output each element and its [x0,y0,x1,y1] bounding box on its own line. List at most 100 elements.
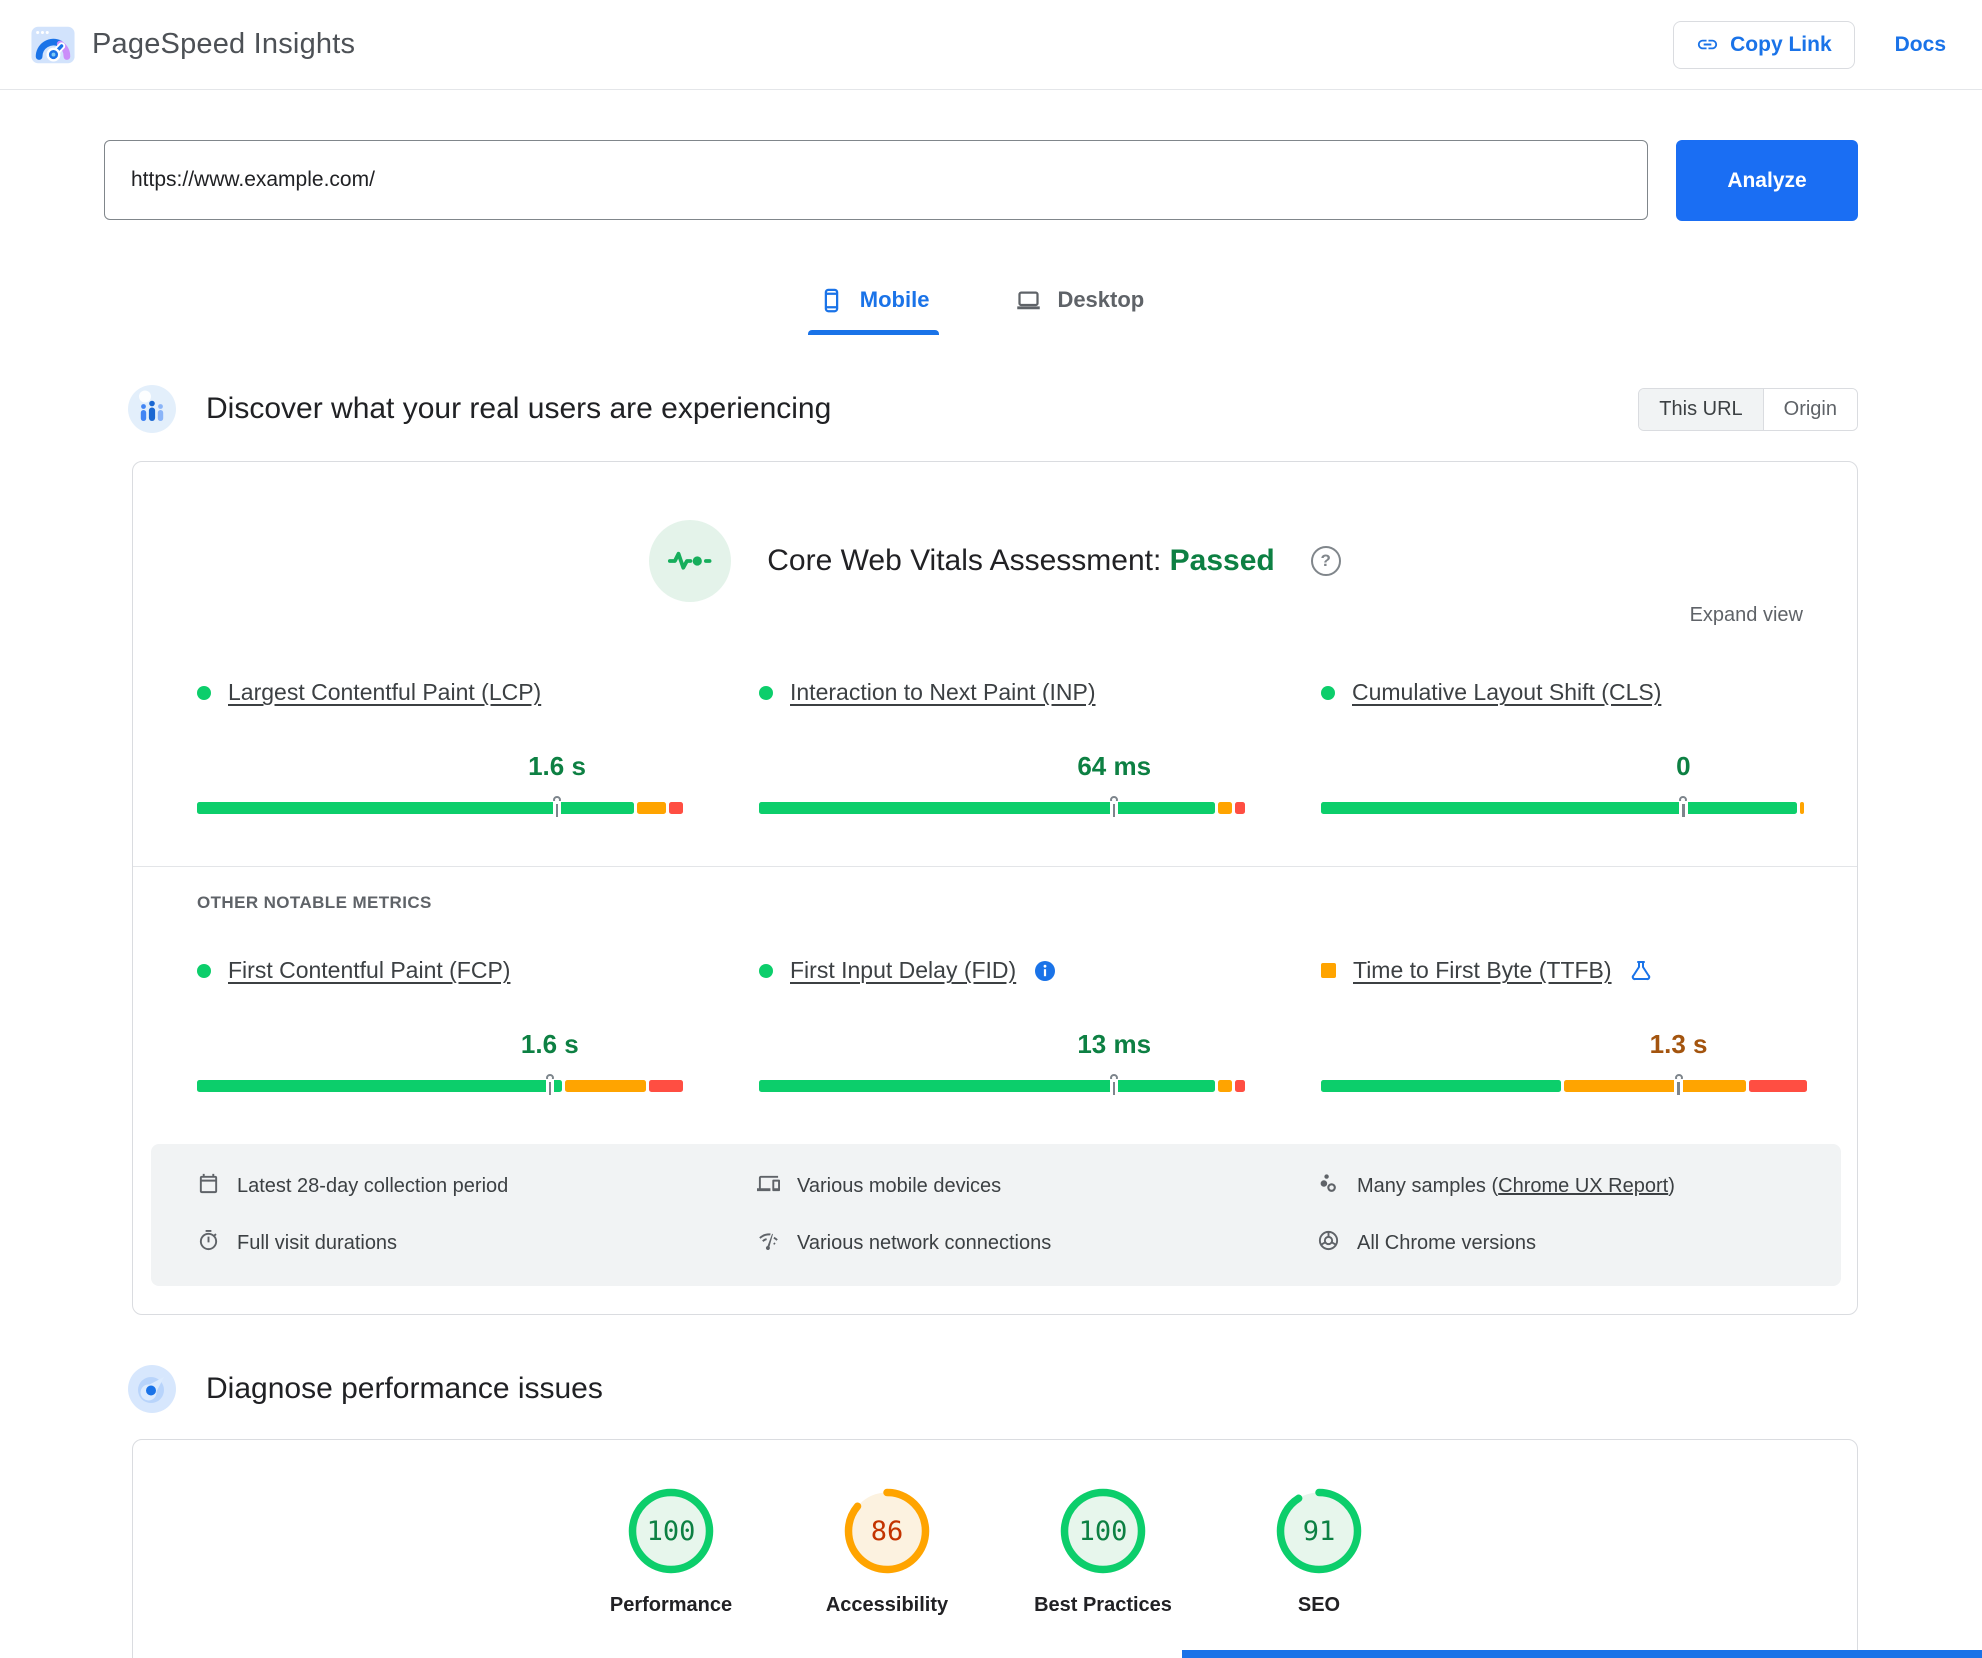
collection-info-text: Various network connections [797,1232,1052,1254]
pin-stem [555,804,559,817]
metric-value: 1.6 s [520,1029,579,1059]
expand-view-link[interactable]: Expand view [1689,604,1803,626]
pagespeed-logo-icon[interactable] [30,22,76,68]
metric-link[interactable]: First Contentful Paint (FCP) [228,957,511,983]
cwv-title-text: Core Web Vitals Assessment: [767,544,1162,577]
metric-header: Largest Contentful Paint (LCP) [197,679,677,706]
collection-info-text: Latest 28-day collection period [237,1175,509,1197]
toggle-option-origin[interactable]: Origin [1762,388,1857,430]
metric-link[interactable]: Cumulative Layout Shift (CLS) [1352,679,1662,705]
chrome-icon [1317,1229,1340,1258]
laptop-icon [1015,287,1042,314]
diagnose-section-header: Diagnose performance issues [104,1365,1858,1413]
metric: Largest Contentful Paint (LCP) 1.6 s [197,679,683,817]
stopwatch-icon [197,1229,220,1258]
pin-stem [548,1082,552,1095]
score-gauge-best-practices[interactable]: 100 Best Practices [995,1486,1211,1617]
tab-mobile[interactable]: Mobile [807,265,940,335]
metric-bullet-good [197,963,211,978]
pin-stem [1112,1082,1116,1095]
devices-icon [757,1172,780,1201]
metric-link[interactable]: Interaction to Next Paint (INP) [790,679,1096,705]
pin-dot [1110,1074,1119,1082]
url-input[interactable] [104,140,1648,220]
metric-distribution: 1.6 s [197,718,683,817]
score-gauge-accessibility[interactable]: 86 Accessibility [779,1486,995,1617]
metric-distribution: 13 ms [759,996,1245,1095]
collection-info-item: Many samples (Chrome UX Report) [1317,1172,1795,1201]
collection-info-text: All Chrome versions [1357,1232,1536,1254]
metric-header: First Input Delay (FID) [759,957,1239,984]
tab-label: Mobile [859,287,930,312]
docs-link[interactable]: Docs [1894,32,1946,56]
toggle-option-this-url[interactable]: This URL [1639,388,1763,430]
pin-dot [545,1074,554,1082]
bar-segment-poor [1235,1080,1245,1092]
gauge-score-value: 100 [646,1515,696,1547]
metric-distribution: 64 ms [759,718,1245,817]
pin-dot [1674,1074,1683,1082]
distribution-bar [1321,1080,1807,1092]
collection-info-text: Full visit durations [237,1232,398,1254]
metric-link[interactable]: Time to First Byte (TTFB) [1353,957,1612,983]
bar-segment-ni [1218,1080,1233,1092]
score-gauge-performance[interactable]: 100 Performance [563,1486,779,1617]
bar-segment-ni [1218,802,1233,814]
metric-bullet-average [1321,963,1336,978]
network-icon [757,1229,780,1258]
speedometer-icon [128,1365,176,1413]
gauge-ring: 100 [626,1486,716,1576]
cwv-assessment-header: Core Web Vitals Assessment: Passed ? [133,520,1857,602]
collection-info-item: Various mobile devices [757,1172,1235,1201]
bar-segment-ni [1564,1080,1747,1092]
collection-info-item: Various network connections [757,1229,1235,1258]
bar-segment-good [759,1080,1215,1092]
analyze-button[interactable]: Analyze [1676,140,1858,221]
core-web-vitals-metrics: Largest Contentful Paint (LCP) 1.6 s Inter… [133,679,1857,817]
metric: Time to First Byte (TTFB) 1.3 s [1321,957,1807,1095]
collection-info-item: All Chrome versions [1317,1229,1795,1258]
metric-link[interactable]: Largest Contentful Paint (LCP) [228,679,542,705]
copy-link-button[interactable]: Copy Link [1673,20,1855,69]
metric: First Input Delay (FID) 13 ms [759,957,1245,1095]
pin-dot [553,796,561,804]
real-users-icon [128,385,176,433]
flask-icon[interactable] [1629,959,1653,983]
next-section-accent-bar [1182,1650,1982,1658]
card-divider [133,866,1857,867]
gauge-label: Best Practices [1034,1594,1172,1616]
field-section-title: Discover what your real users are experi… [206,392,832,425]
gauge-score-value: 86 [870,1515,904,1547]
collection-info-text: ) [1668,1175,1675,1197]
percentile-pin [1110,796,1119,817]
metric-value: 1.3 s [1649,1029,1708,1059]
collection-info-text: Various mobile devices [797,1175,1002,1197]
url-form: Analyze [104,140,1858,221]
metric-bullet-good [197,685,211,700]
gauge-ring: 91 [1274,1486,1364,1576]
bar-segment-good [197,802,634,814]
bar-segment-ni [1800,802,1804,814]
percentile-pin [553,796,561,817]
pin-stem [1677,1082,1680,1095]
metric-link[interactable]: First Input Delay (FID) [790,957,1017,983]
pin-dot [1110,796,1119,804]
help-icon[interactable]: ? [1310,546,1341,576]
info-icon[interactable] [1033,959,1057,983]
score-gauge-seo[interactable]: 91 SEO [1211,1486,1427,1617]
bar-segment-ni [564,1080,647,1092]
url-origin-toggle: This URL Origin [1638,387,1858,431]
metric-header: Cumulative Layout Shift (CLS) [1321,679,1801,706]
metric-distribution: 1.6 s [197,996,683,1095]
samples-icon [1317,1172,1340,1201]
pin-dot [1679,796,1688,804]
metric-value: 64 ms [1077,751,1152,781]
metric-value: 0 [1676,751,1691,781]
tab-desktop[interactable]: Desktop [1005,265,1154,335]
phone-icon [818,287,845,314]
gauge-label: SEO [1297,1594,1341,1616]
chrome-ux-report-link[interactable]: Chrome UX Report [1498,1175,1669,1197]
collection-info-column: Latest 28-day collection period Full visi… [197,1172,675,1258]
percentile-pin [1674,1074,1683,1095]
